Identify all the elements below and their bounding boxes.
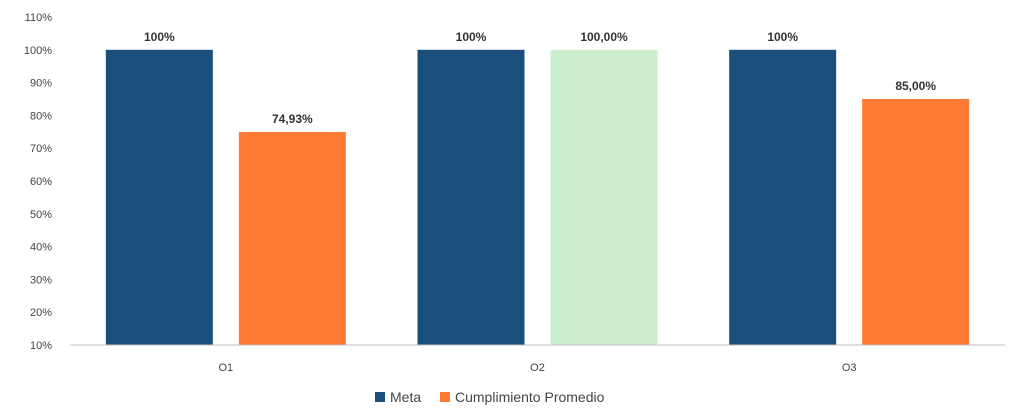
bar-meta-o2 (417, 49, 525, 346)
y-tick-label: 110% (25, 12, 53, 24)
y-tick-label: 90% (30, 78, 52, 90)
y-tick-label: 80% (30, 110, 52, 122)
data-labels-group: 100% 74,93% 100% 100,00% 100% 85,00% (144, 30, 936, 126)
y-tick-label: 70% (30, 143, 52, 155)
x-axis: O1 O2 O3 (218, 362, 856, 374)
legend-label-meta: Meta (390, 389, 421, 405)
bar-cumplimiento-promedio-o1 (238, 132, 346, 345)
bars-group (105, 49, 970, 346)
bar-meta-o1 (105, 49, 213, 346)
y-axis: 10% 20% 30% 40% 50% 60% 70% 80% 90% 100% 110% (24, 12, 52, 352)
y-tick-label: 20% (30, 307, 52, 319)
bar-cumplimiento-promedio-o2 (550, 49, 658, 346)
x-tick-label: O1 (218, 362, 233, 374)
legend-swatch-meta (375, 392, 385, 402)
y-tick-label: 100% (24, 45, 52, 57)
y-tick-label: 50% (30, 209, 52, 221)
data-label-cumplimiento-promedio-o2: 100,00% (580, 30, 628, 44)
bar-meta-o3 (729, 49, 837, 346)
y-tick-label: 30% (30, 274, 52, 286)
y-tick-label: 60% (30, 176, 52, 188)
y-tick-label: 40% (30, 242, 52, 254)
data-label-meta-o2: 100% (456, 30, 487, 44)
data-label-meta-o3: 100% (767, 30, 798, 44)
y-tick-label: 10% (30, 340, 52, 352)
bar-cumplimiento-promedio-o3 (862, 99, 970, 345)
data-label-cumplimiento-promedio-o3: 85,00% (895, 79, 936, 93)
data-label-cumplimiento-promedio-o1: 74,93% (272, 112, 313, 126)
legend-label-cumplimiento-promedio: Cumplimiento Promedio (455, 389, 605, 405)
x-tick-label: O2 (530, 362, 545, 374)
legend: Meta Cumplimiento Promedio (375, 389, 605, 405)
data-label-meta-o1: 100% (144, 30, 175, 44)
legend-swatch-cumplimiento-promedio (440, 392, 450, 402)
x-tick-label: O3 (842, 362, 857, 374)
